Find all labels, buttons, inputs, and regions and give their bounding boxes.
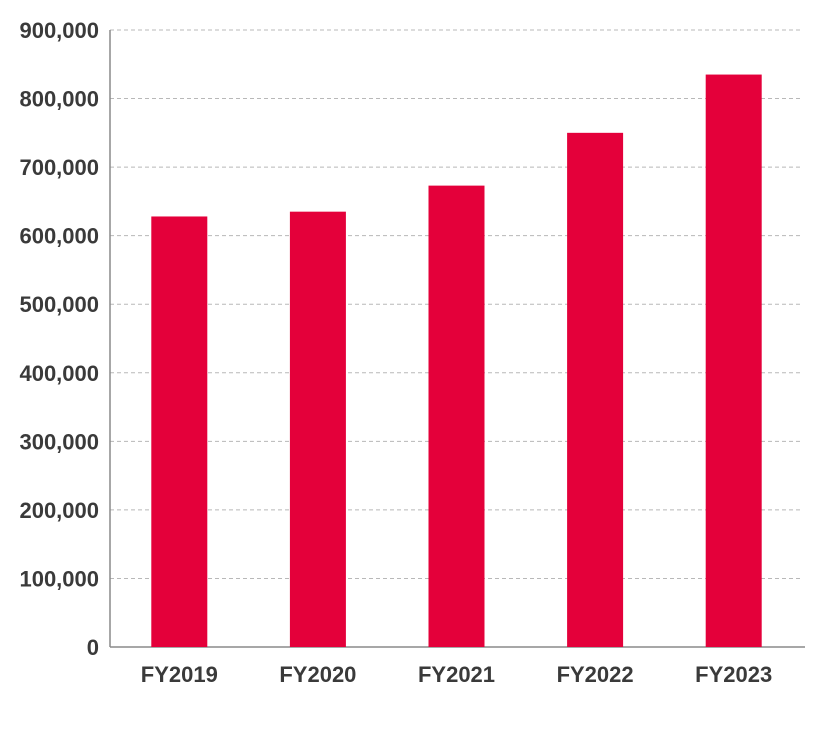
bar-fy2020 <box>289 211 346 647</box>
x-tick-label-2: FY2021 <box>418 662 495 687</box>
y-tick-label-3: 300,000 <box>19 429 99 454</box>
x-tick-label-1: FY2020 <box>279 662 356 687</box>
bars <box>151 74 762 648</box>
bar-fy2019 <box>151 216 208 647</box>
y-axis-tick-labels: 0 100,000 200,000 300,000 400,000 500,000 600,… <box>19 18 99 660</box>
y-tick-label-1: 100,000 <box>19 566 99 591</box>
x-tick-label-3: FY2022 <box>557 662 634 687</box>
bar-fy2023 <box>705 74 762 648</box>
y-tick-label-4: 400,000 <box>19 361 99 386</box>
y-tick-label-0: 0 <box>87 635 99 660</box>
x-tick-label-0: FY2019 <box>141 662 218 687</box>
bar-fy2022 <box>567 132 624 648</box>
y-tick-label-5: 500,000 <box>19 292 99 317</box>
x-axis-tick-labels: FY2019 FY2020 FY2021 FY2022 FY2023 <box>141 662 772 687</box>
y-tick-label-2: 200,000 <box>19 498 99 523</box>
x-tick-label-4: FY2023 <box>695 662 772 687</box>
bar-fy2021 <box>428 185 485 648</box>
y-tick-label-7: 700,000 <box>19 155 99 180</box>
y-tick-label-6: 600,000 <box>19 224 99 249</box>
y-tick-label-9: 900,000 <box>19 18 99 43</box>
y-tick-label-8: 800,000 <box>19 87 99 112</box>
